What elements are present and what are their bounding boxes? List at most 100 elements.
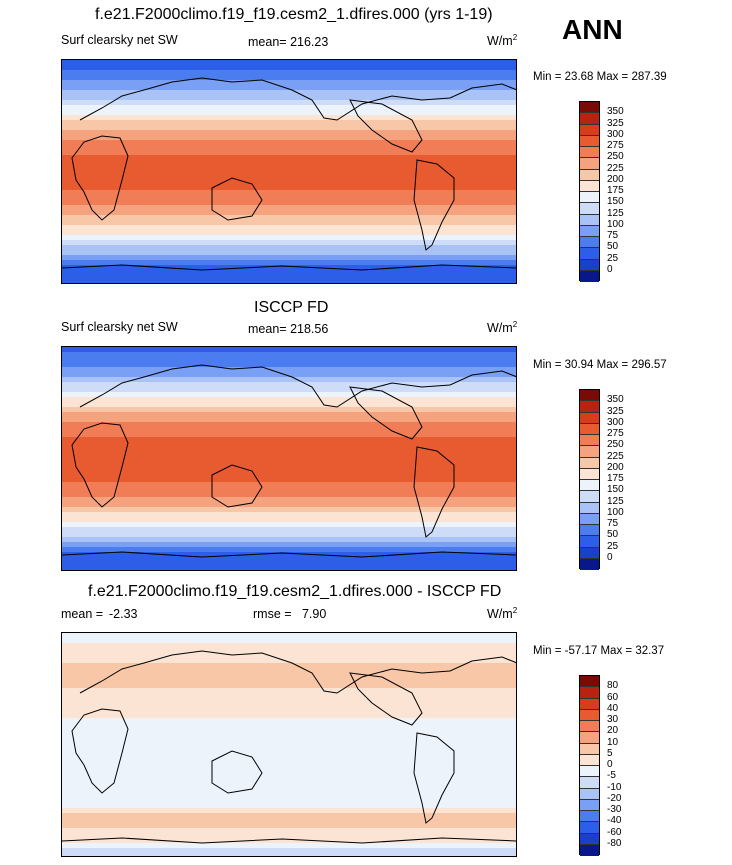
colorbar-tick-label: 50 (607, 241, 619, 253)
colorbar-cell (580, 732, 599, 744)
lat-band (62, 818, 516, 824)
lat-band (62, 738, 516, 744)
colorbar-cell (580, 412, 599, 424)
lat-band (62, 452, 516, 458)
lat-band (62, 195, 516, 201)
lat-band (62, 75, 516, 81)
lat-band (62, 235, 516, 241)
lat-band (62, 833, 516, 839)
lat-band (62, 698, 516, 704)
lat-band (62, 532, 516, 538)
panel-1-map (61, 59, 517, 284)
colorbar-tick-label: 200 (607, 461, 624, 473)
colorbar-tick-label: 150 (607, 484, 624, 496)
lat-band (62, 367, 516, 373)
lat-band (62, 220, 516, 226)
colorbar-cell (580, 401, 599, 413)
lat-band (62, 442, 516, 448)
colorbar-cell (580, 225, 599, 237)
panel-2-map (61, 346, 517, 571)
panel-2-mean: mean= 218.56 (248, 322, 329, 336)
lat-band (62, 362, 516, 368)
colorbar-cell (580, 513, 599, 525)
colorbar-cell (580, 435, 599, 447)
lat-band (62, 467, 516, 473)
colorbar-tick-label: 25 (607, 540, 619, 552)
lat-band (62, 843, 516, 849)
lat-band (62, 140, 516, 146)
lat-band (62, 150, 516, 156)
colorbar-tick-label: 0 (607, 263, 613, 275)
colorbar-cell (580, 192, 599, 204)
colorbar-tick-label: 325 (607, 405, 624, 417)
lat-band (62, 562, 516, 568)
colorbar-cell (580, 180, 599, 192)
lat-band (62, 482, 516, 488)
lat-band (62, 372, 516, 378)
lat-band (62, 502, 516, 508)
lat-band (62, 357, 516, 363)
lat-band (62, 848, 516, 854)
coastline (79, 364, 516, 408)
lat-band (62, 180, 516, 186)
lat-band (62, 60, 516, 66)
lat-band (62, 170, 516, 176)
lat-band (62, 663, 516, 669)
lat-band (62, 260, 516, 266)
coastline (211, 750, 263, 794)
lat-band (62, 658, 516, 664)
coastline (211, 177, 263, 221)
lat-band (62, 547, 516, 553)
colorbar-cell (580, 446, 599, 458)
lat-band (62, 392, 516, 398)
lat-band (62, 703, 516, 709)
panel-2-variable: Surf clearsky net SW (61, 320, 178, 334)
lat-band (62, 382, 516, 388)
coastline (71, 135, 129, 221)
lat-band (62, 542, 516, 548)
panel-3-mean-value: -2.33 (109, 607, 138, 621)
lat-band (62, 175, 516, 181)
panel-2-colorbar (579, 389, 600, 570)
lat-band (62, 145, 516, 151)
panel-3-minmax: Min = -57.17 Max = 32.37 (533, 645, 665, 657)
colorbar-tick-label: 60 (607, 691, 619, 703)
colorbar-cell (580, 525, 599, 537)
colorbar-tick-label: 250 (607, 151, 624, 163)
lat-band (62, 522, 516, 528)
colorbar-cell (580, 799, 599, 811)
panel-1-units: W/m2 (487, 32, 518, 48)
colorbar-tick-label: 150 (607, 196, 624, 208)
lat-band (62, 688, 516, 694)
colorbar-cell (580, 248, 599, 260)
colorbar-cell (580, 214, 599, 226)
lat-band (62, 708, 516, 714)
colorbar-cell (580, 480, 599, 492)
coastline (349, 386, 423, 440)
lat-band (62, 462, 516, 468)
panel-1-title: f.e21.F2000climo.f19_f19.cesm2_1.dfires.… (95, 6, 493, 23)
coastline (349, 672, 423, 726)
lat-band (62, 205, 516, 211)
map-svg (62, 347, 516, 570)
lat-band (62, 110, 516, 116)
colorbar-cell (580, 811, 599, 823)
colorbar-cell (580, 822, 599, 834)
colorbar-tick-label: 100 (607, 218, 624, 230)
panel-1-minmax: Min = 23.68 Max = 287.39 (533, 71, 667, 83)
coastline (211, 464, 263, 508)
lat-band (62, 245, 516, 251)
colorbar-tick-label: -60 (607, 826, 622, 838)
lat-band (62, 733, 516, 739)
lat-band (62, 95, 516, 101)
season-label: ANN (562, 14, 623, 45)
colorbar-cell (580, 169, 599, 181)
lat-band (62, 437, 516, 443)
colorbar-cell (580, 124, 599, 136)
colorbar-tick-label: 125 (607, 495, 624, 507)
coastline (413, 446, 455, 538)
lat-band (62, 653, 516, 659)
lat-band (62, 678, 516, 684)
lat-band (62, 165, 516, 171)
lat-band (62, 407, 516, 413)
